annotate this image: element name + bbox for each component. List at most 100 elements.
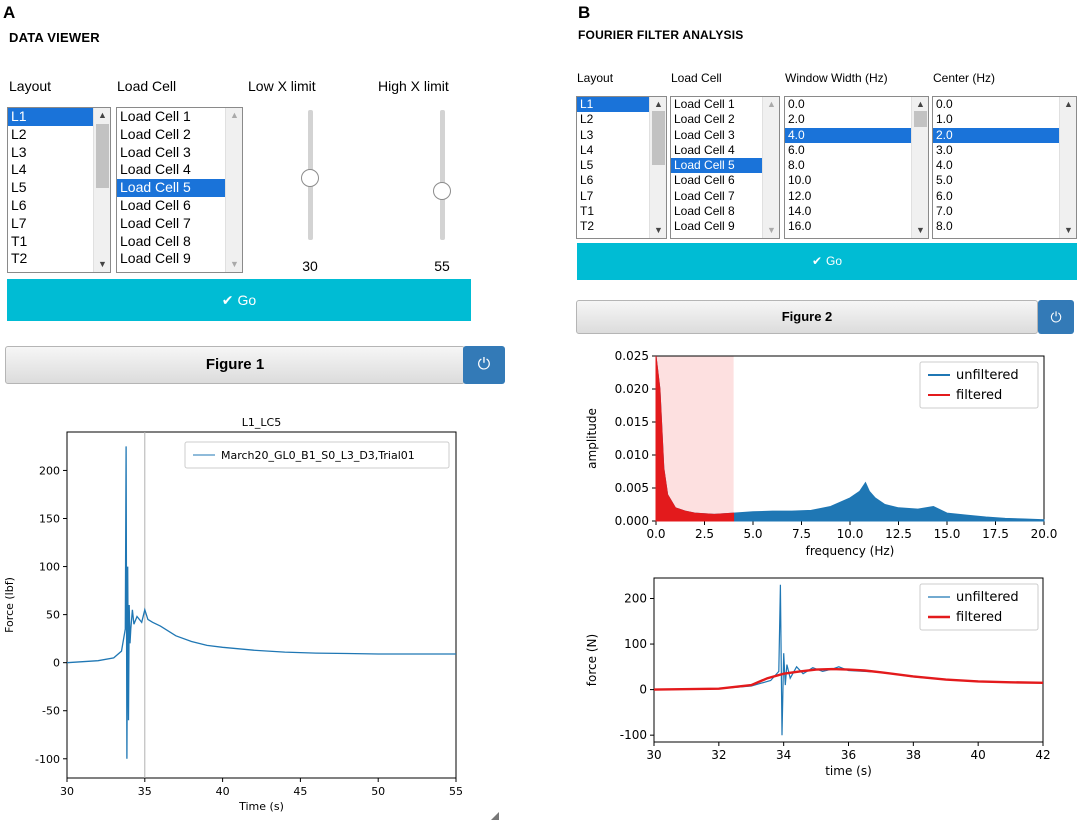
center-option[interactable]: 7.0: [936, 204, 953, 219]
layout-option[interactable]: L5: [580, 158, 594, 173]
center-option[interactable]: 5.0: [936, 173, 953, 188]
center-option[interactable]: 2.0: [933, 127, 1059, 143]
layout-option[interactable]: L2: [11, 125, 27, 142]
layout-option[interactable]: L7: [580, 188, 594, 203]
load-cell-option[interactable]: Load Cell 5: [671, 158, 762, 174]
load-cell-option[interactable]: Load Cell 3: [674, 127, 735, 142]
layout-option[interactable]: L2: [580, 112, 594, 127]
y-tick-label: 0.000: [615, 514, 649, 528]
load-cell-option[interactable]: Load Cell 2: [120, 125, 191, 142]
scroll-up-icon[interactable]: ▲: [767, 99, 776, 109]
slider-handle[interactable]: [433, 181, 451, 200]
layout-option[interactable]: L1: [8, 108, 93, 126]
load-cell-option[interactable]: Load Cell 5: [117, 179, 225, 197]
scroll-down-icon[interactable]: ▼: [1064, 225, 1073, 235]
layout-option[interactable]: T1: [580, 204, 595, 219]
layout-option[interactable]: L6: [580, 173, 594, 188]
go-button[interactable]: ✔ Go: [7, 279, 471, 321]
layout-option[interactable]: L7: [11, 214, 27, 231]
window-width-option[interactable]: 6.0: [788, 142, 805, 157]
scroll-up-icon[interactable]: ▲: [98, 110, 107, 120]
go-button[interactable]: ✔ Go: [577, 243, 1077, 280]
load-cell-listbox[interactable]: Load Cell 1 Load Cell 2 Load Cell 3 Load Ce…: [670, 96, 780, 239]
window-width-option[interactable]: 2.0: [788, 112, 805, 127]
layout-scrollbar[interactable]: ▲ ▼: [649, 97, 666, 238]
layout-scrollbar[interactable]: ▲ ▼: [93, 108, 110, 272]
load-cell-option[interactable]: Load Cell 1: [674, 97, 735, 111]
go-button-label: Go: [826, 254, 843, 268]
window-width-option[interactable]: 0.0: [788, 97, 805, 111]
load-cell-scrollbar[interactable]: ▲ ▼: [225, 108, 242, 272]
low-x-limit-slider[interactable]: [298, 110, 322, 240]
load-cell-option[interactable]: Load Cell 3: [120, 143, 191, 160]
load-cell-option[interactable]: Load Cell 9: [674, 219, 735, 234]
load-cell-option[interactable]: Load Cell 6: [674, 173, 735, 188]
layout-option[interactable]: L6: [11, 196, 27, 213]
layout-option[interactable]: L4: [580, 142, 594, 157]
load-cell-option[interactable]: Load Cell 8: [674, 204, 735, 219]
window-width-option[interactable]: 12.0: [788, 188, 812, 203]
load-cell-label: Load Cell: [117, 78, 177, 94]
layout-option[interactable]: T2: [580, 219, 595, 234]
slider-handle[interactable]: [301, 168, 319, 187]
load-cell-option[interactable]: Load Cell 7: [120, 214, 191, 231]
high-x-limit-slider[interactable]: [430, 110, 454, 240]
window-width-scrollbar[interactable]: ▲ ▼: [911, 97, 928, 238]
scroll-up-icon[interactable]: ▲: [916, 99, 925, 109]
load-cell-scrollbar[interactable]: ▲ ▼: [762, 97, 779, 238]
layout-option[interactable]: T2: [11, 250, 28, 267]
filtered-series: [655, 355, 735, 522]
load-cell-option[interactable]: Load Cell 2: [674, 112, 735, 127]
center-option[interactable]: 6.0: [936, 188, 953, 203]
scroll-down-icon[interactable]: ▼: [916, 225, 925, 235]
scroll-down-icon[interactable]: ▼: [230, 259, 239, 269]
x-tick-label: 12.5: [885, 527, 912, 541]
scroll-down-icon[interactable]: ▼: [654, 225, 663, 235]
window-width-option[interactable]: 8.0: [788, 158, 805, 173]
layout-option[interactable]: L3: [11, 143, 27, 160]
scroll-down-icon[interactable]: ▼: [98, 259, 107, 269]
x-tick-label: 40: [971, 748, 986, 762]
scroll-thumb[interactable]: [914, 111, 927, 127]
window-width-option[interactable]: 16.0: [788, 219, 812, 234]
x-tick-label: 2.5: [695, 527, 714, 541]
center-option[interactable]: 0.0: [936, 97, 953, 111]
load-cell-option[interactable]: Load Cell 8: [120, 232, 191, 249]
power-button[interactable]: ⏻: [463, 346, 505, 384]
center-option[interactable]: 4.0: [936, 158, 953, 173]
legend-label: unfiltered: [956, 368, 1019, 383]
load-cell-option[interactable]: Load Cell 1: [120, 108, 191, 124]
window-width-option[interactable]: 10.0: [788, 173, 812, 188]
load-cell-option[interactable]: Load Cell 4: [120, 161, 191, 178]
resize-handle-icon[interactable]: [491, 812, 499, 820]
load-cell-option[interactable]: Load Cell 7: [674, 188, 735, 203]
window-width-option[interactable]: 14.0: [788, 204, 812, 219]
layout-option[interactable]: L5: [11, 179, 27, 196]
window-width-listbox[interactable]: 0.0 2.0 4.0 6.0 8.0 10.0 12.0 14.0 16.0 ▲ ▼: [784, 96, 929, 239]
load-cell-option[interactable]: Load Cell 6: [120, 196, 191, 213]
x-axis-label: Time (s): [238, 800, 284, 813]
slider-track[interactable]: [440, 110, 445, 240]
layout-option[interactable]: L3: [580, 127, 594, 142]
power-button[interactable]: ⏻: [1038, 300, 1074, 334]
center-option[interactable]: 8.0: [936, 219, 953, 234]
layout-option[interactable]: L1: [577, 97, 649, 113]
layout-option[interactable]: L4: [11, 161, 27, 178]
layout-listbox[interactable]: L1 L2 L3 L4 L5 L6 L7 T1 T2 ▲ ▼: [7, 107, 111, 273]
load-cell-option[interactable]: Load Cell 4: [674, 142, 735, 157]
scroll-down-icon[interactable]: ▼: [767, 225, 776, 235]
load-cell-option[interactable]: Load Cell 9: [120, 250, 191, 267]
scroll-up-icon[interactable]: ▲: [1064, 99, 1073, 109]
layout-option[interactable]: T1: [11, 232, 28, 249]
layout-listbox[interactable]: L1 L2 L3 L4 L5 L6 L7 T1 T2 ▲ ▼: [576, 96, 667, 239]
scroll-up-icon[interactable]: ▲: [654, 99, 663, 109]
scroll-thumb[interactable]: [96, 124, 109, 188]
center-option[interactable]: 1.0: [936, 112, 953, 127]
center-option[interactable]: 3.0: [936, 142, 953, 157]
center-scrollbar[interactable]: ▲ ▼: [1059, 97, 1076, 238]
window-width-option[interactable]: 4.0: [785, 127, 911, 143]
center-listbox[interactable]: 0.0 1.0 2.0 3.0 4.0 5.0 6.0 7.0 8.0 ▲ ▼: [932, 96, 1077, 239]
load-cell-listbox[interactable]: Load Cell 1 Load Cell 2 Load Cell 3 Load Ce…: [116, 107, 243, 273]
scroll-up-icon[interactable]: ▲: [230, 110, 239, 120]
scroll-thumb[interactable]: [652, 111, 665, 165]
